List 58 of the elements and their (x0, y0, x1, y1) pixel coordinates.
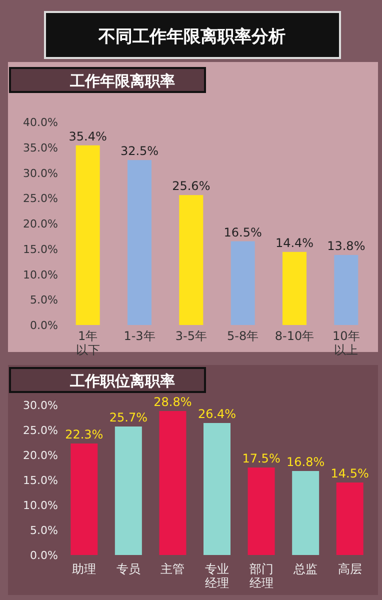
chart-title: 不同工作年限离职率分析 (98, 27, 286, 47)
bar (76, 145, 100, 325)
bar (282, 252, 306, 325)
y-tick-label: 30.0% (23, 166, 58, 180)
bar (70, 444, 98, 555)
y-tick-label: 20.0% (23, 449, 58, 462)
y-tick-label: 5.0% (30, 524, 58, 537)
data-label: 16.8% (286, 455, 325, 469)
x-tick-label: 总监 (292, 562, 318, 576)
y-tick-label: 0.0% (30, 549, 58, 562)
data-label: 17.5% (242, 452, 280, 466)
x-tick-label: 8-10年 (274, 329, 314, 343)
y-tick-label: 15.0% (23, 242, 58, 256)
chart-subtitle: 工作年限离职率 (69, 72, 175, 90)
bar (159, 411, 186, 555)
bar (292, 471, 320, 555)
bar (230, 241, 255, 325)
y-tick-label: 40.0% (23, 116, 58, 129)
y-tick-label: 20.0% (23, 218, 58, 230)
x-tick-label: 10年以上 (332, 329, 360, 357)
data-label: 35.4% (68, 129, 107, 144)
y-tick-label: 10.0% (23, 499, 58, 512)
x-tick-label: 专业经理 (205, 562, 229, 590)
data-label: 25.7% (109, 410, 148, 424)
bar (336, 482, 364, 555)
data-label: 32.5% (120, 144, 159, 158)
x-tick-label: 助理 (72, 562, 96, 576)
y-tick-label: 25.0% (23, 192, 58, 206)
x-tick-label: 5-8年 (227, 329, 259, 343)
y-tick-label: 30.0% (23, 399, 58, 412)
bar (248, 468, 275, 555)
x-tick-label: 主管 (160, 562, 185, 576)
x-tick-label: 3-5年 (175, 329, 207, 343)
y-tick-label: 25.0% (23, 424, 58, 437)
x-tick-label: 1-3年 (124, 329, 156, 343)
data-label: 14.4% (275, 236, 314, 250)
y-tick-label: 10.0% (23, 268, 58, 282)
bar (334, 254, 358, 325)
x-tick-label: 1年以下 (76, 329, 100, 357)
data-label: 13.8% (327, 238, 366, 253)
bar (204, 423, 230, 555)
data-label: 22.3% (65, 428, 104, 442)
data-label: 16.5% (224, 225, 262, 240)
data-label: 14.5% (330, 466, 369, 480)
y-tick-label: 0.0% (30, 319, 58, 332)
y-tick-label: 5.0% (30, 294, 58, 307)
data-label: 28.8% (154, 395, 192, 409)
bar (128, 160, 152, 325)
bar (179, 195, 204, 325)
data-label: 25.6% (172, 179, 210, 194)
x-tick-label: 高层 (338, 562, 362, 576)
bar (114, 426, 142, 555)
x-tick-label: 专员 (116, 562, 140, 576)
chart-title: 工作职位离职率 (69, 372, 175, 390)
y-tick-label: 35.0% (23, 141, 58, 154)
x-tick-label: 部门经理 (249, 562, 274, 590)
data-label: 26.4% (198, 407, 236, 421)
y-tick-label: 15.0% (23, 474, 58, 487)
